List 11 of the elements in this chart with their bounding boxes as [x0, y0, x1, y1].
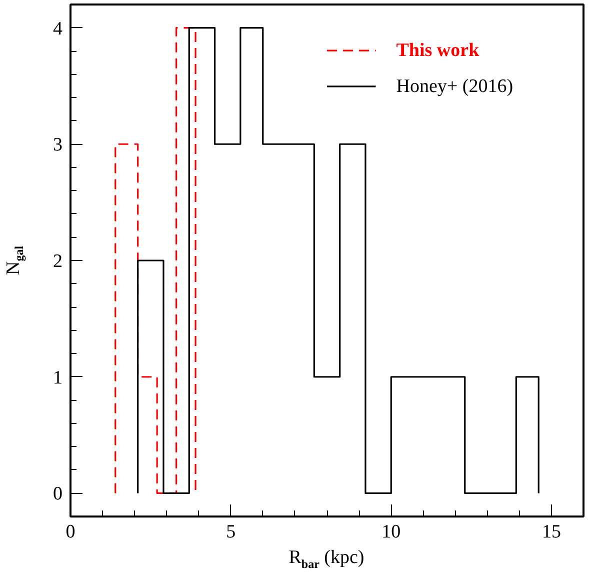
- y-tick-label: 1: [53, 367, 62, 388]
- x-tick-label: 10: [382, 522, 401, 542]
- y-tick-label: 3: [53, 134, 62, 156]
- x-axis-title: R$_{bar}$ (kpc): [288, 546, 366, 573]
- y-tick-label: 2: [53, 251, 62, 272]
- x-tick-label: 15: [542, 522, 561, 542]
- x-tick-label: 5: [226, 522, 236, 542]
- legend-label: Honey+ (2016): [396, 76, 514, 97]
- y-tick-label: 0: [53, 484, 62, 505]
- y-tick-label: 4: [53, 18, 63, 40]
- legend-label: This work: [396, 40, 480, 62]
